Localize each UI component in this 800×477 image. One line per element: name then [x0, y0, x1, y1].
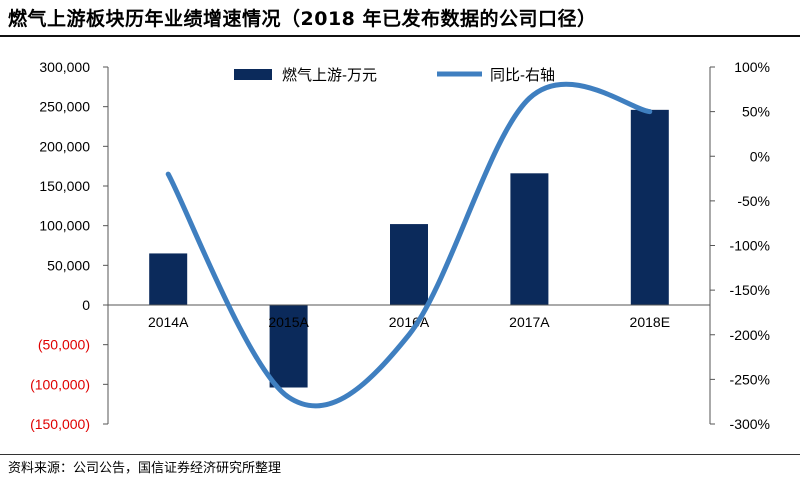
x-tick-label: 2017A — [509, 314, 550, 330]
legend-swatch-bar — [234, 69, 272, 80]
x-tick-label: 2014A — [148, 314, 189, 330]
legend-label-line: 同比-右轴 — [490, 67, 555, 84]
bar — [149, 253, 188, 305]
left-tick-label: 0 — [82, 297, 90, 313]
right-tick-label: -250% — [730, 371, 770, 387]
left-axis: 300,000 250,000 200,000 150,000 100,000 50,00… — [30, 59, 109, 432]
left-tick-label: 200,000 — [39, 138, 90, 154]
right-tick-label: -50% — [737, 193, 770, 209]
right-tick-label: -100% — [730, 238, 770, 254]
yoy-line — [165, 81, 653, 409]
bar-series — [149, 109, 669, 388]
bar — [630, 109, 669, 305]
source-rule — [0, 454, 800, 455]
left-tick-label: 100,000 — [39, 218, 90, 234]
x-axis: 2014A 2015A 2016A 2017A 2018E — [108, 304, 710, 330]
x-tick-label: 2015A — [268, 314, 309, 330]
left-tick-label: 150,000 — [39, 178, 90, 194]
left-tick-label: (150,000) — [30, 416, 90, 432]
source-note: 资料来源：公司公告，国信证券经济研究所整理 — [8, 461, 282, 476]
left-tick-label: 250,000 — [39, 99, 90, 115]
chart-canvas: 300,000 250,000 200,000 150,000 100,000 50,00… — [30, 59, 770, 432]
left-tick-label: (100,000) — [30, 376, 90, 392]
legend-label-bar: 燃气上游-万元 — [282, 66, 377, 84]
right-axis: 100% 50% 0% -50% -100% -150% -200% -250% -300% — [709, 59, 770, 432]
bar — [269, 305, 308, 388]
line-series — [165, 81, 653, 409]
right-tick-label: -150% — [730, 282, 770, 298]
left-tick-label: (50,000) — [38, 337, 90, 353]
right-tick-label: 50% — [742, 104, 770, 120]
title-rule — [0, 35, 800, 37]
legend: 燃气上游-万元 同比-右轴 — [234, 66, 555, 84]
bar — [510, 173, 549, 305]
x-tick-label: 2018E — [630, 314, 670, 330]
left-tick-label: 50,000 — [47, 257, 90, 273]
right-tick-label: 100% — [734, 59, 770, 75]
left-tick-label: 300,000 — [39, 59, 90, 75]
chart-title: 燃气上游板块历年业绩增速情况（2018 年已发布数据的公司口径） — [8, 8, 597, 30]
right-tick-label: -300% — [730, 416, 770, 432]
bar — [390, 224, 428, 305]
right-tick-label: 0% — [750, 148, 770, 164]
right-tick-label: -200% — [730, 327, 770, 343]
